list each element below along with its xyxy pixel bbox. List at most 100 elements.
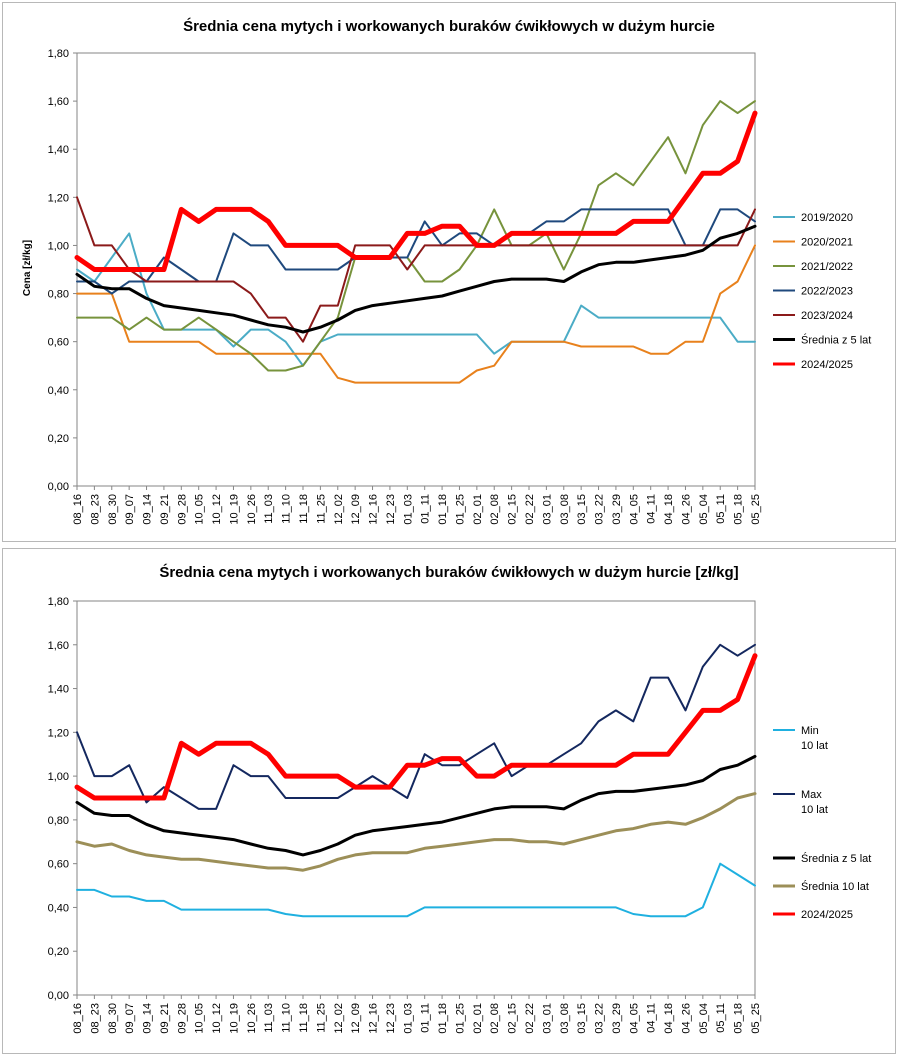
x-tick-label: 04_05: [628, 1003, 640, 1034]
x-tick-label: 05_25: [750, 494, 762, 525]
x-tick-label: 08_23: [89, 1003, 101, 1034]
line-chart-1: Średnia cena mytych i workowanych burakó…: [22, 17, 871, 525]
x-tick-label: 01_18: [437, 1003, 449, 1034]
x-tick-label: 02_01: [472, 494, 484, 525]
x-tick-label: 08_16: [72, 1003, 84, 1034]
x-tick-label: 11_10: [281, 1003, 293, 1033]
series-line: [74, 653, 758, 801]
y-tick-label: 1,20: [48, 192, 69, 204]
chart-title: Średnia cena mytych i workowanych burakó…: [183, 17, 715, 35]
legend-label: 10 lat: [801, 804, 828, 816]
x-tick-label: 01_25: [454, 1003, 466, 1034]
x-tick-label: 02_08: [489, 494, 501, 525]
chart-panel-1: Średnia cena mytych i workowanych burakó…: [2, 2, 896, 542]
x-tick-label: 03_01: [541, 494, 553, 525]
y-tick-label: 1,40: [48, 144, 69, 156]
x-tick-label: 09_28: [176, 1003, 188, 1034]
legend-label: Max: [801, 789, 822, 801]
x-tick-label: 10_19: [228, 494, 240, 525]
x-tick-label: 03_15: [576, 494, 588, 525]
x-tick-label: 03_29: [611, 1003, 623, 1034]
x-tick-label: 04_18: [663, 1003, 675, 1034]
x-tick-label: 05_04: [698, 494, 710, 525]
x-tick-label: 02_22: [524, 1003, 536, 1034]
x-tick-label: 05_11: [715, 494, 727, 524]
x-tick-label: 11_18: [298, 494, 310, 524]
x-tick-label: 12_16: [368, 1003, 380, 1034]
x-tick-label: 10_12: [211, 1003, 223, 1034]
legend-label: 2021/2022: [801, 261, 853, 273]
series-line: [76, 643, 756, 810]
plot-frame: [76, 600, 756, 996]
x-tick-label: 03_08: [559, 494, 571, 525]
y-tick-label: 0,00: [48, 990, 69, 1002]
legend-label: 2020/2021: [801, 237, 853, 249]
series-line: [75, 224, 757, 334]
x-tick-label: 01_25: [454, 494, 466, 525]
legend-label: 2024/2025: [801, 359, 853, 371]
y-tick-label: 1,80: [48, 596, 69, 608]
y-tick-label: 0,40: [48, 385, 69, 397]
x-tick-label: 09_21: [159, 1003, 171, 1034]
series-line: [76, 232, 756, 367]
series-line: [75, 792, 757, 872]
x-tick-label: 03_08: [559, 1003, 571, 1034]
x-tick-label: 11_18: [298, 1003, 310, 1033]
x-tick-label: 12_16: [368, 494, 380, 525]
y-tick-label: 1,00: [48, 771, 69, 783]
y-tick-label: 0,00: [48, 481, 69, 493]
x-tick-label: 10_05: [194, 494, 206, 525]
legend-label: 2019/2020: [801, 212, 853, 224]
x-tick-label: 09_14: [142, 1003, 154, 1034]
x-tick-label: 08_30: [107, 1003, 119, 1034]
x-tick-label: 05_11: [715, 1003, 727, 1033]
x-tick-label: 04_11: [646, 494, 658, 524]
x-tick-label: 05_04: [698, 1003, 710, 1034]
x-tick-label: 10_19: [228, 1003, 240, 1034]
x-tick-label: 02_15: [507, 494, 519, 525]
x-tick-label: 03_15: [576, 1003, 588, 1034]
x-tick-label: 12_23: [385, 494, 397, 525]
chart-panel-2: Średnia cena mytych i workowanych burakó…: [2, 548, 896, 1054]
y-tick-label: 1,60: [48, 96, 69, 108]
legend-label: 2024/2025: [801, 909, 853, 921]
x-tick-label: 04_18: [663, 494, 675, 525]
x-tick-label: 12_09: [350, 494, 362, 525]
line-chart-2: Średnia cena mytych i workowanych burakó…: [48, 563, 872, 1034]
x-tick-label: 04_26: [680, 1003, 692, 1034]
x-tick-label: 01_18: [437, 494, 449, 525]
legend-label: 2022/2023: [801, 286, 853, 298]
x-tick-label: 10_26: [246, 494, 258, 525]
x-tick-label: 02_15: [507, 1003, 519, 1034]
legend-label: 2023/2024: [801, 310, 853, 322]
series-line: [76, 208, 756, 295]
y-tick-label: 1,40: [48, 684, 69, 696]
x-tick-label: 09_07: [124, 1003, 136, 1034]
chart-title: Średnia cena mytych i workowanych burakó…: [159, 563, 738, 581]
y-tick-label: 1,20: [48, 727, 69, 739]
y-axis-label: Cena [zł/kg]: [22, 240, 33, 296]
x-tick-label: 11_10: [281, 494, 293, 524]
x-tick-label: 05_25: [750, 1003, 762, 1034]
x-tick-label: 11_25: [315, 494, 327, 524]
x-tick-label: 10_26: [246, 1003, 258, 1034]
x-tick-label: 02_08: [489, 1003, 501, 1034]
x-tick-label: 12_02: [333, 494, 345, 525]
y-tick-label: 1,80: [48, 48, 69, 60]
series-line: [75, 754, 757, 857]
legend-label: 10 lat: [801, 740, 828, 752]
y-tick-label: 1,60: [48, 640, 69, 652]
legend-label: Średnia 10 lat: [801, 880, 869, 893]
x-tick-label: 03_22: [594, 494, 606, 525]
y-tick-label: 0,80: [48, 815, 69, 827]
x-tick-label: 01_11: [420, 494, 432, 524]
x-tick-label: 05_18: [733, 1003, 745, 1034]
series-line: [76, 100, 756, 372]
x-tick-label: 08_23: [89, 494, 101, 525]
x-tick-label: 09_07: [124, 494, 136, 525]
y-tick-label: 0,20: [48, 433, 69, 445]
x-tick-label: 02_22: [524, 494, 536, 525]
x-tick-label: 04_26: [680, 494, 692, 525]
x-tick-label: 10_05: [194, 1003, 206, 1034]
x-tick-label: 11_25: [315, 1003, 327, 1033]
